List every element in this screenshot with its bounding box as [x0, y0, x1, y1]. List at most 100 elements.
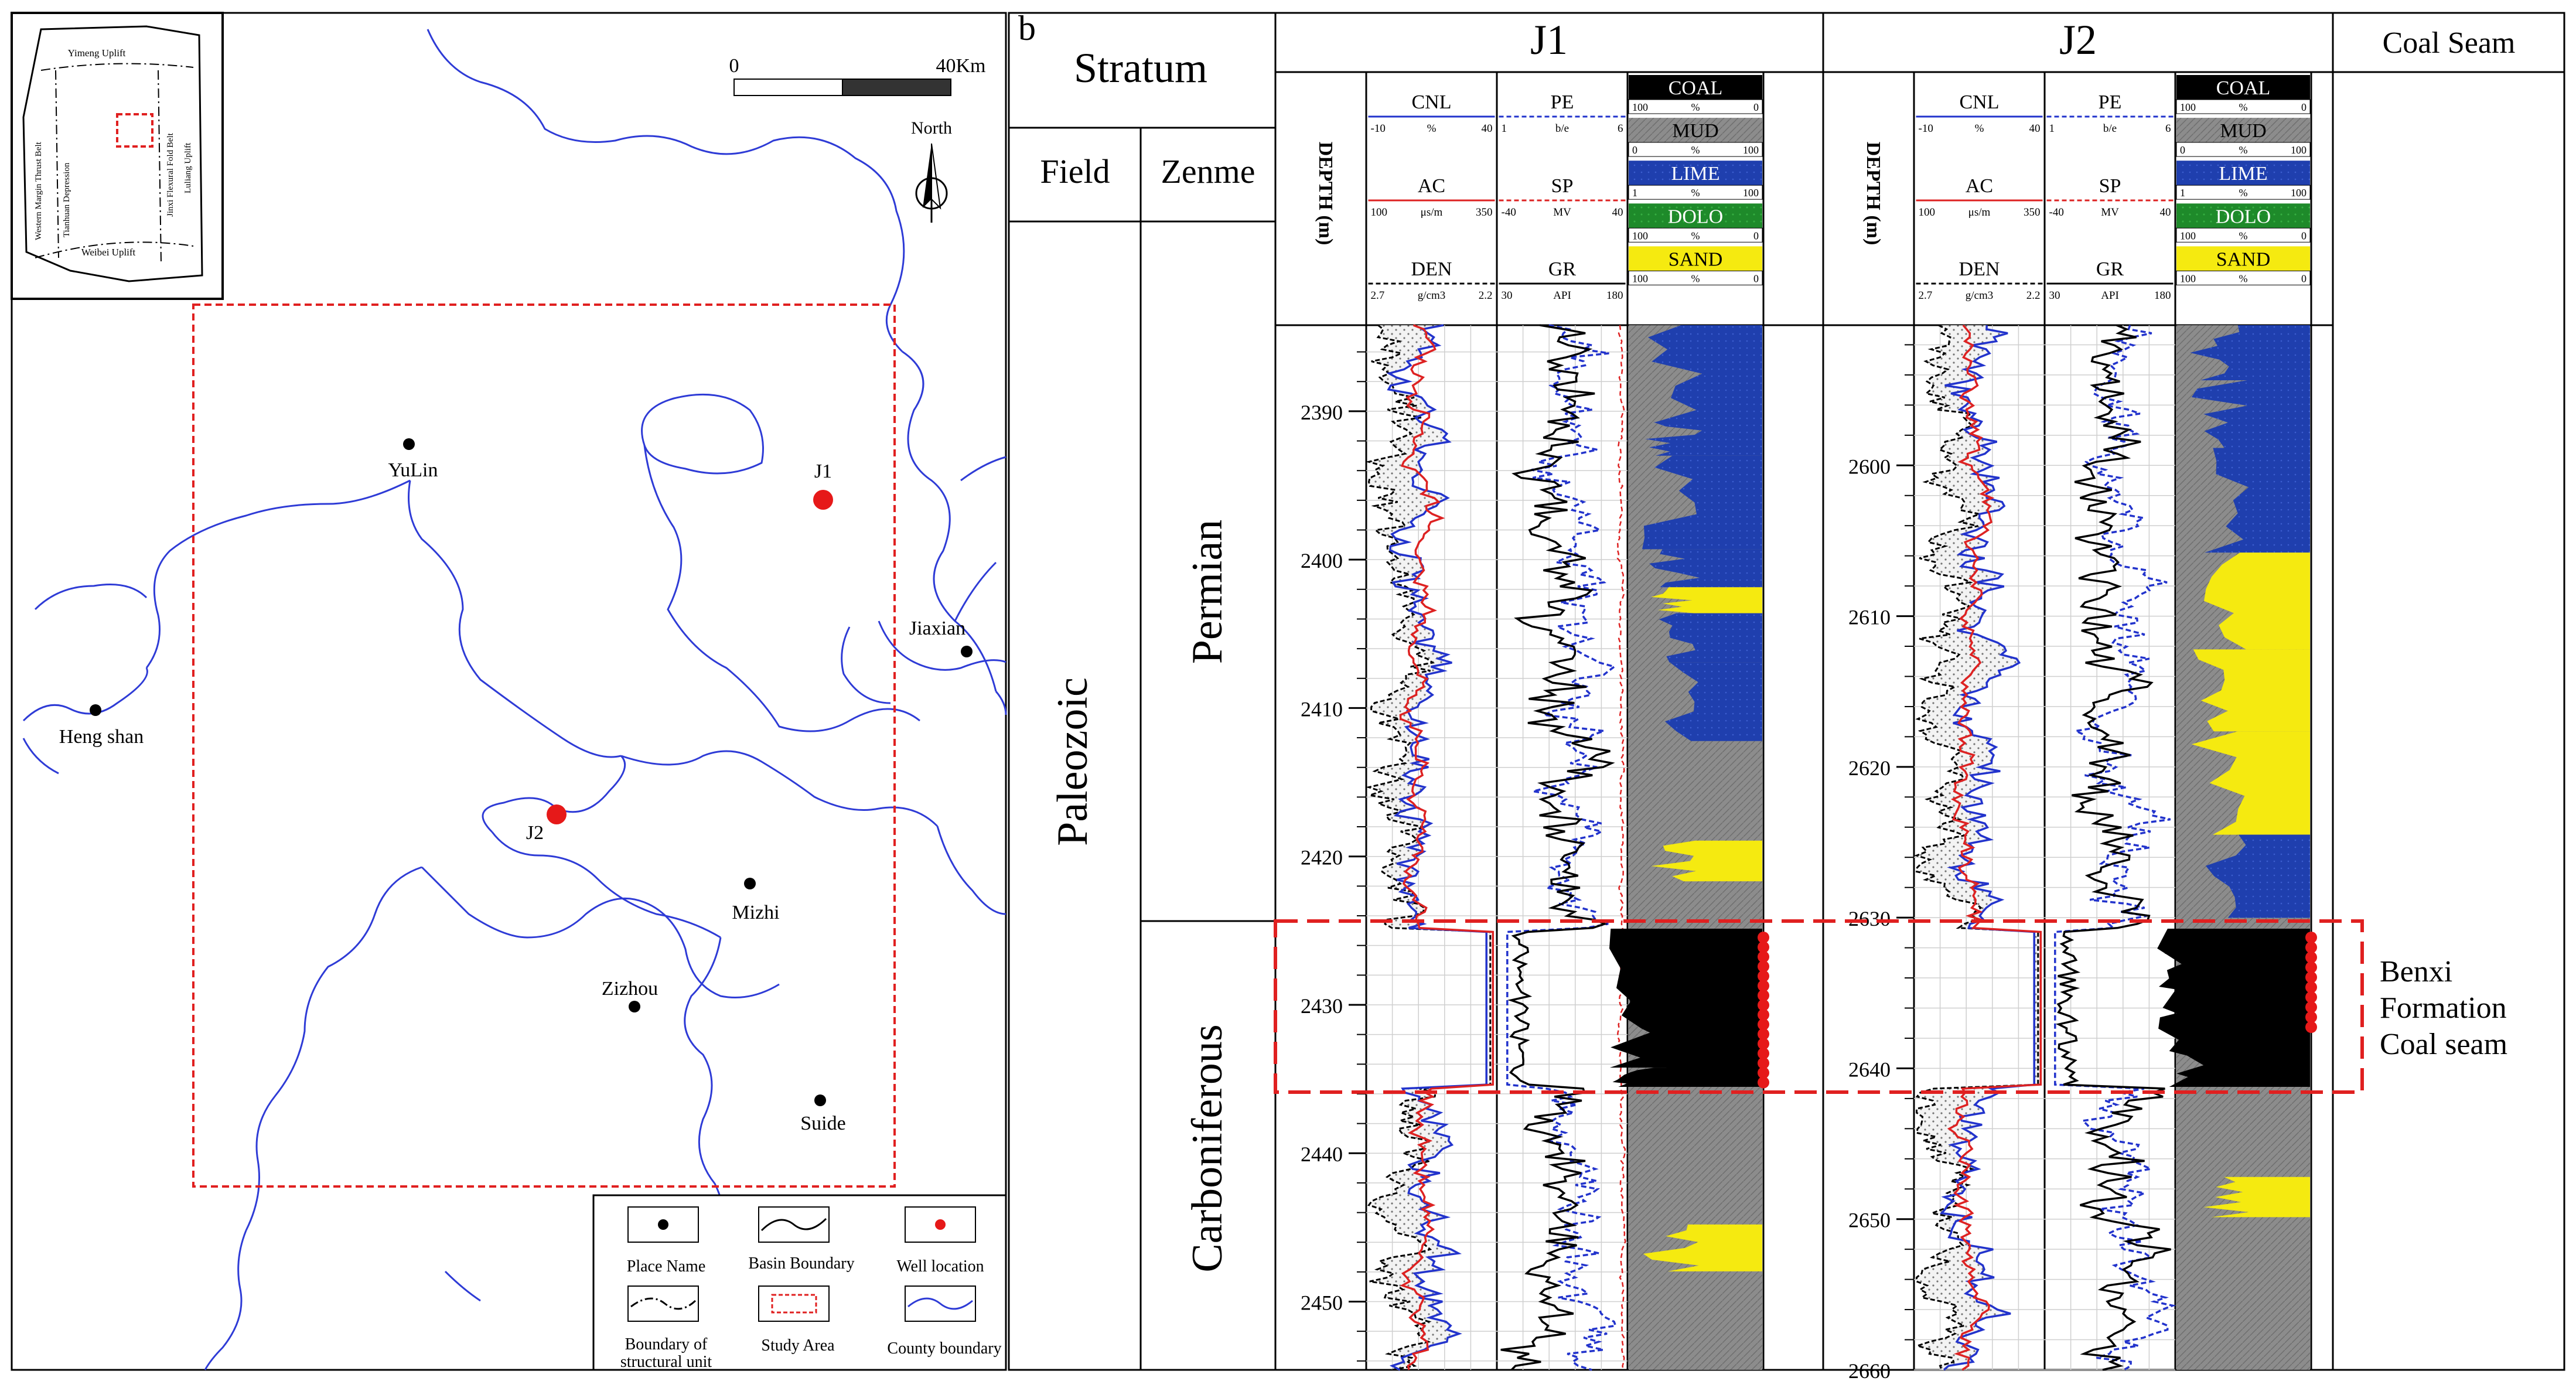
lith-sand [1651, 840, 1762, 882]
place-label-yulin: YuLin [388, 459, 438, 481]
sp-header-max: 40 [2160, 206, 2171, 219]
lith-left-mud: 0 [1632, 144, 1637, 156]
lith-lime [2190, 325, 2310, 380]
lith-unit-sand: % [2239, 272, 2248, 284]
north-arrow: North [911, 118, 952, 223]
lith-name-mud: MUD [1672, 120, 1718, 142]
cnl-header-max: 40 [2029, 122, 2041, 135]
lith-name-sand: SAND [1669, 248, 1723, 270]
lith-left-dolo: 100 [1632, 230, 1648, 241]
lith-swatch-dolo [1629, 203, 1762, 229]
well-title-j2: J2 [2059, 16, 2097, 63]
lith-left-dolo: 100 [2180, 230, 2196, 241]
sp-header-max: 40 [1612, 206, 1623, 219]
lith-sand [1643, 1224, 1762, 1271]
lith-lime [1647, 325, 1762, 422]
gr-header-name: GR [1548, 258, 1577, 280]
gr-header-min: 30 [2049, 289, 2060, 302]
pe-header-name: PE [2099, 91, 2122, 113]
lith-lime [2191, 380, 2310, 448]
depth-tick-2640: 2640 [1848, 1058, 1891, 1081]
pe-header-min: 1 [2049, 122, 2055, 135]
depth-tick-2610: 2610 [1848, 606, 1891, 629]
gr-curve [2055, 324, 2171, 1371]
legend-study-area: Study Area [761, 1336, 835, 1355]
scale-zero: 0 [729, 55, 739, 77]
header-paleozoic: Paleozoic [1049, 677, 1097, 846]
lith-unit-lime: % [2239, 187, 2248, 199]
lith-swatch-mud [2176, 118, 2310, 143]
lith-right-mud: 100 [2291, 144, 2307, 156]
lith-right-coal: 0 [1753, 101, 1759, 113]
place-marker-suide [814, 1094, 826, 1106]
map-legend: Place Name Basin Boundary Well location … [592, 1194, 1007, 1371]
depth-header: DEPTH (m) [1862, 142, 1884, 245]
annotation-formation: Formation [2380, 991, 2507, 1025]
cnl-header-name: CNL [1960, 91, 2000, 113]
well-label-j2: J2 [526, 822, 544, 844]
header-carboniferous: Carboniferous [1183, 1024, 1231, 1272]
lith-right-lime: 100 [1743, 187, 1759, 199]
depth-tick-2620: 2620 [1848, 756, 1891, 780]
lith-unit-coal: % [2239, 101, 2248, 113]
header-zenme: Zenme [1161, 152, 1255, 190]
inset-label-tianhuan: Tianhuan Depression [62, 162, 71, 237]
lith-left-sand: 100 [2180, 272, 2196, 284]
sp-header-min: -40 [1502, 206, 1516, 219]
lith-name-lime: LIME [2219, 163, 2267, 185]
place-marker-yulin [403, 438, 415, 450]
place-marker-hengshan [90, 704, 101, 716]
depth-header: DEPTH (m) [1315, 142, 1336, 245]
well-label-j1: J1 [814, 461, 832, 482]
depth-tick-2440: 2440 [1301, 1143, 1343, 1166]
lith-unit-dolo: % [1691, 230, 1700, 241]
legend-place-name: Place Name [627, 1257, 706, 1276]
lith-name-coal: COAL [2216, 77, 2271, 99]
lith-swatch-lime [2176, 161, 2310, 186]
depth-tick-2600: 2600 [1848, 455, 1891, 478]
benxi-coal-seam-box [1274, 919, 2364, 1094]
lith-right-dolo: 0 [1753, 230, 1759, 241]
lith-right-sand: 0 [1753, 272, 1759, 284]
depth-tick-2450: 2450 [1301, 1291, 1343, 1314]
annotation-benxi: Benxi [2380, 955, 2452, 988]
depth-tick-2630: 2630 [1848, 907, 1891, 930]
sp-header-name: SP [2099, 175, 2121, 197]
lith-lime [1664, 662, 1762, 741]
lith-lime [1649, 549, 1762, 588]
lith-sand [1651, 587, 1762, 613]
scale-bar: 0 40Km [729, 55, 986, 96]
cnl-header-unit: % [1427, 122, 1437, 135]
legend-structural-1: Boundary of [625, 1335, 708, 1353]
legend-basin-boundary: Basin Boundary [748, 1254, 854, 1273]
pe-header-name: PE [1551, 91, 1574, 113]
depth-tick-2650: 2650 [1848, 1209, 1891, 1232]
annotation-coal-seam: Coal seam [2380, 1028, 2507, 1061]
lith-right-mud: 100 [1743, 144, 1759, 156]
place-label-zizhou: Zizhou [602, 978, 658, 1000]
lith-unit-lime: % [1691, 187, 1700, 199]
den-curve [1365, 324, 1492, 1371]
lith-lime [1642, 455, 1762, 550]
sp-header-min: -40 [2049, 206, 2064, 219]
ac-header-name: AC [1418, 175, 1445, 197]
lith-right-dolo: 0 [2301, 230, 2307, 241]
inset-label-western-margin: Western Margin Thrust Belt [34, 141, 43, 240]
den-header-name: DEN [1959, 258, 2000, 280]
well-marker-j1 [813, 490, 833, 510]
lith-coal [2157, 929, 2310, 1087]
lith-left-lime: 1 [1632, 187, 1637, 199]
lith-lime [1645, 422, 1762, 456]
lith-swatch-coal [1629, 75, 1762, 100]
north-label: North [911, 118, 952, 138]
lith-left-mud: 0 [2180, 144, 2185, 156]
cnl-header-max: 40 [1482, 122, 1493, 135]
ac-curve [1947, 324, 2042, 1371]
sp-header-unit: MV [1553, 206, 1571, 219]
den-header-max: 2.2 [2026, 289, 2041, 302]
coal-seam-markers [2305, 932, 2317, 1033]
header-field: Field [1040, 152, 1110, 190]
lith-name-mud: MUD [2220, 120, 2266, 142]
lith-unit-mud: % [1691, 144, 1700, 156]
